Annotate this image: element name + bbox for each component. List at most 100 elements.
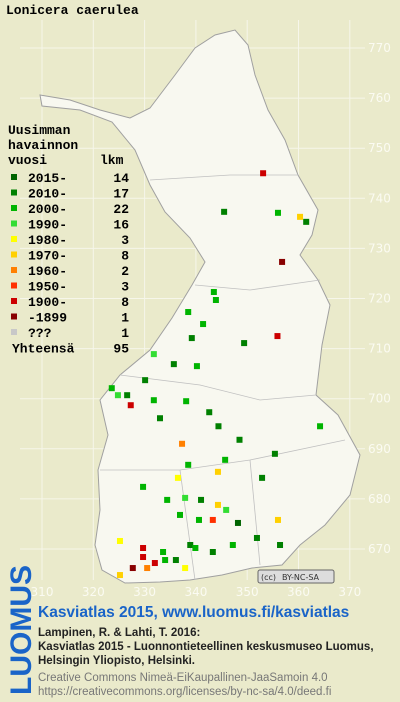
y-tick-label: 670	[368, 542, 391, 556]
legend-label: 1900-	[28, 295, 67, 310]
citation-line: Kasviatlas 2015 - Luonnontieteellinen ke…	[38, 641, 374, 653]
legend-swatch	[11, 282, 17, 289]
legend-count: 3	[121, 233, 129, 248]
observation	[206, 409, 213, 416]
observation	[221, 208, 228, 215]
observation	[140, 544, 147, 551]
y-tick-label: 690	[368, 442, 391, 456]
y-tick-label: 700	[368, 392, 391, 406]
observation	[236, 436, 243, 443]
observation	[187, 541, 194, 548]
observation	[127, 402, 134, 409]
observation	[303, 218, 310, 225]
legend-heading: havainnon	[8, 138, 78, 153]
legend-count: 8	[121, 295, 129, 310]
cc-icon: (cc)	[261, 573, 276, 582]
finland-outline	[39, 29, 361, 584]
observation	[182, 565, 189, 572]
observation	[176, 511, 183, 518]
observation	[150, 351, 157, 358]
legend-swatch	[11, 205, 17, 211]
region-border	[194, 279, 321, 291]
observation	[198, 496, 205, 503]
observation	[271, 450, 278, 457]
observation	[182, 494, 189, 501]
legend-swatch	[11, 189, 17, 196]
license-url: https://creativecommons.org/licenses/by-…	[38, 686, 331, 698]
legend-total: 95	[113, 342, 129, 357]
observation	[114, 392, 121, 399]
x-tick-label: 350	[236, 585, 259, 599]
observation	[259, 474, 266, 481]
region-border	[100, 439, 346, 471]
brand: LUOMUS	[5, 565, 38, 695]
observation	[140, 483, 147, 490]
observation	[170, 361, 177, 368]
observation	[164, 496, 171, 503]
x-tick-label: 340	[184, 585, 207, 599]
legend-count: 2	[121, 264, 129, 279]
legend-swatch	[11, 251, 17, 258]
x-tick-label: 320	[82, 585, 105, 599]
legend-count: 14	[113, 171, 129, 186]
observation	[222, 456, 229, 463]
observation	[188, 335, 195, 342]
observation	[124, 392, 131, 399]
observation	[215, 423, 222, 430]
x-tick-label: 370	[338, 585, 361, 599]
observation	[129, 565, 136, 572]
headline: Kasviatlas 2015, www.luomus.fi/kasviatla…	[38, 604, 349, 621]
y-tick-label: 770	[368, 41, 391, 55]
observation	[192, 544, 199, 551]
observation	[193, 363, 200, 370]
y-tick-label: 720	[368, 292, 391, 306]
citation-line: Helsingin Yliopisto, Helsinki.	[38, 655, 195, 667]
observation	[116, 537, 123, 544]
observation	[162, 557, 169, 564]
observation	[274, 333, 281, 340]
observation	[108, 385, 115, 392]
observation	[200, 321, 207, 328]
legend-swatch	[11, 267, 17, 273]
observation	[179, 440, 186, 447]
legend-label: 2015-	[28, 171, 67, 186]
legend-count: 1	[121, 311, 129, 326]
observation	[174, 474, 181, 481]
observation	[156, 415, 163, 422]
legend-swatch	[11, 329, 17, 335]
legend-label: -1899	[28, 311, 67, 326]
observation	[144, 565, 151, 572]
observation	[209, 549, 216, 556]
legend-swatch	[11, 220, 17, 227]
legend-swatch	[11, 174, 17, 180]
observation	[142, 377, 149, 384]
observation	[277, 541, 284, 548]
legend-swatch	[11, 313, 17, 320]
legend-count: 16	[113, 218, 129, 233]
observations	[108, 170, 324, 579]
y-tick-label: 730	[368, 241, 391, 255]
y-tick-label: 760	[368, 91, 391, 105]
legend-swatch	[11, 298, 17, 304]
legend-label: 2000-	[28, 202, 67, 217]
axis-labels: 310 320 330 340 350 360 370 670 680 690 700 710 720 7…	[31, 41, 391, 599]
observation	[241, 340, 248, 347]
region-border	[179, 469, 196, 581]
observation	[317, 423, 324, 430]
x-tick-label: 310	[31, 585, 54, 599]
region-borders	[100, 174, 346, 581]
y-tick-label: 750	[368, 141, 391, 155]
legend-swatch	[11, 236, 17, 242]
observation	[150, 397, 157, 404]
observation	[209, 516, 216, 523]
region-border	[149, 174, 298, 181]
legend-count: 17	[113, 187, 129, 202]
region-border	[249, 459, 261, 566]
observation	[151, 560, 158, 567]
legend-heading: Uusimman	[8, 123, 71, 138]
license-badge: BY-NC-SA	[282, 573, 320, 582]
observation	[172, 557, 179, 564]
legend-label: 1960-	[28, 264, 67, 279]
observation	[210, 288, 217, 295]
